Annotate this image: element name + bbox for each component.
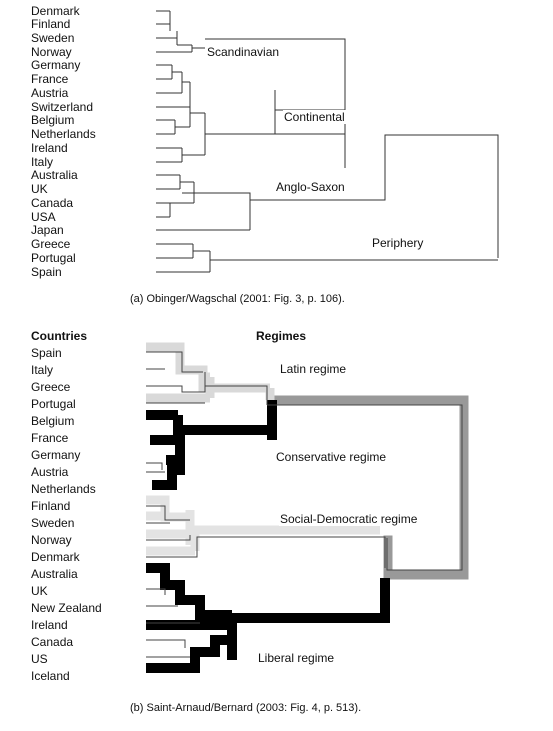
country-label: Greece: [31, 380, 71, 394]
country-label: Finland: [31, 499, 71, 513]
country-label: Canada: [31, 196, 74, 210]
country-label: Italy: [31, 363, 54, 377]
country-label: Norway: [31, 45, 72, 59]
country-label: Spain: [31, 346, 62, 360]
caption-panel-b: (b) Saint-Arnaud/Bernard (2003: Fig. 4, …: [130, 702, 362, 714]
regime-label-social-democratic: Social-Democratic regime: [279, 512, 419, 526]
country-label: Australia: [31, 567, 78, 581]
country-label: New Zealand: [31, 601, 102, 615]
country-label: Ireland: [31, 618, 68, 632]
regime-label-liberal: Liberal regime: [257, 651, 336, 665]
country-label: UK: [31, 584, 48, 598]
regime-label-latin: Latin regime: [279, 362, 348, 376]
country-label: US: [31, 652, 48, 666]
country-label: Belgium: [31, 414, 75, 428]
regime-label-conservative: Conservative regime: [275, 450, 388, 464]
cluster-label-scandinavian: Scandinavian: [206, 45, 281, 59]
country-label: Canada: [31, 635, 74, 649]
country-label: Ireland: [31, 141, 68, 155]
country-label: France: [31, 72, 69, 86]
country-label: Austria: [31, 465, 69, 479]
regimes-header: Regimes: [256, 329, 307, 343]
country-label: Greece: [31, 237, 71, 251]
country-label: USA: [31, 210, 56, 224]
country-label: Finland: [31, 17, 71, 31]
country-label: Germany: [31, 448, 81, 462]
country-label: Germany: [31, 58, 81, 72]
caption-panel-a: (a) Obinger/Wagschal (2001: Fig. 3, p. 1…: [130, 293, 345, 305]
country-label: Spain: [31, 265, 62, 279]
country-label: Switzerland: [31, 100, 94, 114]
country-label: Norway: [31, 533, 72, 547]
country-label: Netherlands: [31, 127, 96, 141]
country-label: Australia: [31, 168, 78, 182]
country-label: Italy: [31, 155, 54, 169]
country-label: UK: [31, 182, 48, 196]
cluster-label-periphery: Periphery: [371, 236, 425, 250]
country-label: Belgium: [31, 113, 75, 127]
country-label: Iceland: [31, 669, 70, 683]
country-label: Portugal: [31, 397, 76, 411]
cluster-label-anglo-saxon: Anglo-Saxon: [275, 180, 346, 194]
country-label: Sweden: [31, 516, 75, 530]
country-label: Japan: [31, 223, 64, 237]
country-label: Austria: [31, 86, 69, 100]
country-label: Portugal: [31, 251, 76, 265]
countries-header: Countries: [31, 329, 88, 343]
country-label: France: [31, 431, 69, 445]
cluster-label-continental: Continental: [283, 110, 346, 124]
country-label: Sweden: [31, 31, 75, 45]
country-label: Netherlands: [31, 482, 96, 496]
country-label: Denmark: [31, 4, 80, 18]
country-label: Denmark: [31, 550, 80, 564]
